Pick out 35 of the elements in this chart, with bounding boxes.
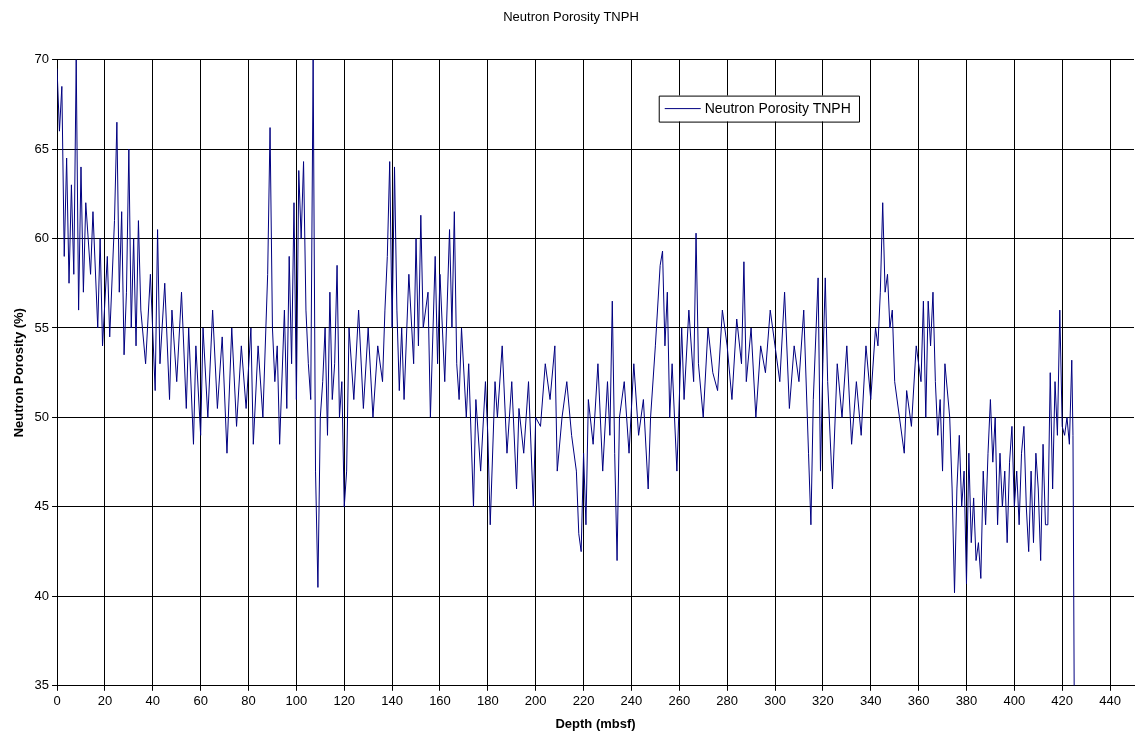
x-tick-label: 20: [97, 693, 113, 709]
x-tick-label: 100: [285, 693, 308, 709]
x-tick-label: 280: [716, 693, 739, 709]
y-tick-label: 50: [34, 409, 50, 425]
y-tick-label: 70: [34, 51, 50, 67]
x-tick-label: 80: [241, 693, 256, 709]
x-tick-label: 140: [381, 693, 403, 709]
x-tick-label: 260: [668, 693, 691, 709]
x-tick-label: 180: [476, 693, 499, 709]
x-tick-label: 300: [764, 693, 786, 709]
legend-label: Neutron Porosity TNPH: [704, 100, 851, 117]
x-tick-label: 160: [429, 693, 451, 709]
x-tick-label: 340: [859, 693, 882, 709]
y-tick-label: 65: [34, 140, 50, 156]
y-tick-label: 35: [34, 677, 50, 693]
x-tick-label: 360: [907, 693, 930, 709]
x-tick-label: 420: [1051, 693, 1074, 709]
x-tick-label: 240: [620, 693, 643, 709]
y-tick-label: 55: [34, 319, 50, 335]
x-tick-label: 200: [524, 693, 547, 709]
x-tick-label: 60: [193, 693, 208, 709]
y-tick-label: 60: [34, 230, 50, 246]
x-tick-label: 380: [955, 693, 978, 709]
x-tick-label: 120: [333, 693, 356, 709]
y-tick-label: 40: [34, 587, 50, 603]
y-tick-label: 45: [34, 498, 50, 514]
x-tick-label: 320: [812, 693, 834, 709]
chart-title: Neutron Porosity TNPH: [503, 9, 639, 25]
x-tick-label: 0: [53, 693, 61, 709]
x-axis-title: Depth (mbsf): [555, 715, 636, 731]
x-tick-label: 440: [1099, 693, 1121, 709]
x-tick-label: 40: [145, 693, 161, 709]
x-tick-label: 400: [1003, 693, 1026, 709]
y-axis-title: Neutron Porosity (%): [11, 308, 27, 438]
x-tick-label: 220: [572, 693, 595, 709]
